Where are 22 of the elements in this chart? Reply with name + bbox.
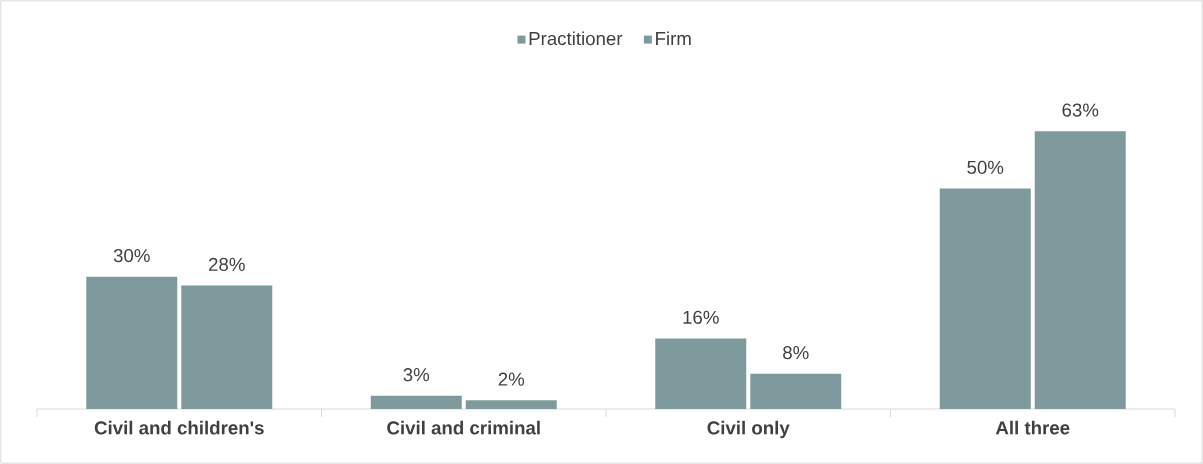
legend-label: Firm <box>656 31 691 45</box>
x-tick-label: Civil and criminal <box>387 420 540 435</box>
bar <box>465 400 557 409</box>
bar <box>655 338 747 409</box>
data-label: 30% <box>113 248 150 263</box>
bar <box>750 373 842 409</box>
bar <box>181 285 273 409</box>
data-label: 50% <box>967 160 1004 174</box>
bar <box>1034 131 1126 409</box>
x-tick-label: Civil only <box>707 420 790 439</box>
data-label: 2% <box>498 372 525 386</box>
bar <box>86 276 178 409</box>
bar <box>370 395 462 409</box>
data-label: 16% <box>683 310 719 324</box>
bar <box>939 188 1031 409</box>
data-label: 28% <box>209 257 245 272</box>
data-label: 8% <box>783 345 809 360</box>
x-tick-label: Civil and children's <box>94 420 264 435</box>
legend-label: Practitioner <box>529 31 623 46</box>
data-label: 3% <box>403 368 430 382</box>
data-label: 63% <box>1062 103 1099 117</box>
x-tick-label: All three <box>995 420 1070 435</box>
